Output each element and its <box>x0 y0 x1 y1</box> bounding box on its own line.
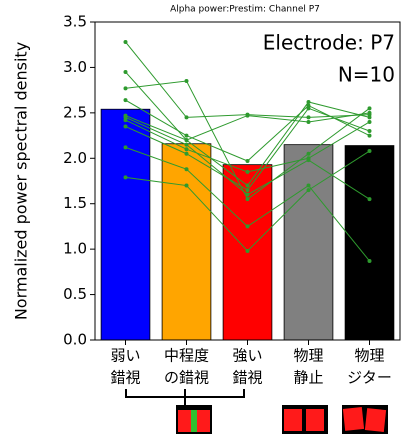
subject-point <box>246 188 250 192</box>
subject-point <box>307 100 311 104</box>
subject-point <box>307 188 311 192</box>
subject-point <box>124 124 128 128</box>
bar <box>284 145 333 340</box>
subject-point <box>368 115 372 119</box>
y-tick-label: 0.5 <box>63 285 87 303</box>
subject-point <box>246 224 250 228</box>
subject-point <box>246 249 250 253</box>
subject-point <box>185 147 189 151</box>
x-tick-label: 物理 <box>354 347 384 365</box>
x-tick-label: 中程度 <box>164 347 209 365</box>
subject-point <box>246 193 250 197</box>
subject-point <box>185 138 189 142</box>
x-tick-label: 強い <box>232 347 262 365</box>
y-tick-label: 2.5 <box>63 103 87 121</box>
subject-point <box>185 152 189 156</box>
y-axis-label: Normalized power spectral density <box>12 42 31 320</box>
bar <box>345 146 394 340</box>
page: Alpha power:Prestim: Channel P7 Electrod… <box>0 0 406 434</box>
icon-square <box>343 407 364 431</box>
subject-point <box>246 114 250 118</box>
subject-point <box>124 40 128 44</box>
subject-point <box>307 184 311 188</box>
y-tick-label: 3.0 <box>63 58 87 76</box>
bar <box>162 144 211 340</box>
subject-point <box>368 111 372 115</box>
x-tick-label: 静止 <box>293 369 323 387</box>
bracket-line <box>126 389 244 405</box>
subject-point <box>368 120 372 124</box>
subject-point <box>185 134 189 138</box>
x-tick-label: 錯視 <box>110 369 140 387</box>
icon-square <box>365 408 386 432</box>
icon-bar <box>191 410 197 432</box>
annotation: N=10 <box>338 63 395 87</box>
subject-point <box>246 159 250 163</box>
subject-point <box>307 152 311 156</box>
subject-point <box>124 70 128 74</box>
y-tick-label: 1.5 <box>63 194 87 212</box>
subject-point <box>185 115 189 119</box>
x-tick-label: ジター <box>347 369 392 387</box>
subject-point <box>368 197 372 201</box>
subject-point <box>124 98 128 102</box>
subject-point <box>246 197 250 201</box>
y-tick-label: 3.5 <box>63 13 87 31</box>
subject-point <box>307 158 311 162</box>
subject-point <box>368 134 372 138</box>
subject-point <box>246 184 250 188</box>
bracket <box>126 389 244 405</box>
subject-point <box>124 86 128 90</box>
subject-point <box>368 129 372 133</box>
chart-title: Alpha power:Prestim: Channel P7 <box>170 5 320 15</box>
subject-point <box>246 170 250 174</box>
icon-square <box>306 409 324 431</box>
subject-point <box>368 106 372 110</box>
x-tick-label: 錯視 <box>232 369 262 387</box>
stimulus-icons <box>176 405 388 434</box>
annotation: Electrode: P7 <box>263 31 395 55</box>
chart: Alpha power:Prestim: Channel P7 Electrod… <box>0 0 406 434</box>
subject-point <box>124 145 128 149</box>
subject-point <box>307 120 311 124</box>
y-tick-label: 2.0 <box>63 149 87 167</box>
subject-point <box>185 184 189 188</box>
y-tick-label: 0.0 <box>63 331 87 349</box>
subject-point <box>368 149 372 153</box>
subject-point <box>307 115 311 119</box>
subject-point <box>185 143 189 147</box>
x-tick-label: 物理 <box>293 347 323 365</box>
subject-point <box>307 106 311 110</box>
x-tick-label: の錯視 <box>164 369 209 387</box>
x-tick-label: 弱い <box>110 347 140 365</box>
subject-point <box>124 175 128 179</box>
subject-point <box>368 259 372 263</box>
icon-square <box>284 409 302 431</box>
subject-point <box>185 79 189 83</box>
subject-point <box>185 167 189 171</box>
bar <box>101 109 150 340</box>
y-tick-label: 1.0 <box>63 240 87 258</box>
subject-point <box>124 115 128 119</box>
